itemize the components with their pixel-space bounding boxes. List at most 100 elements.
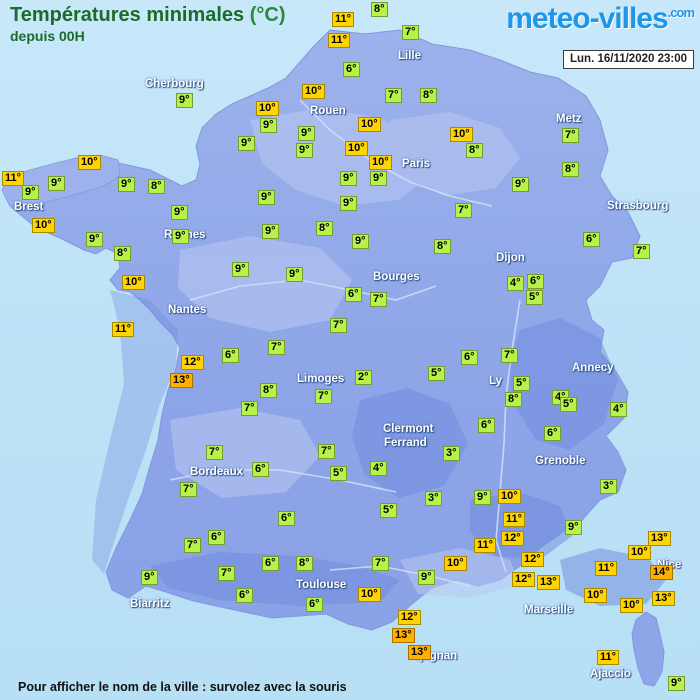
temperature-chip[interactable]: 9°: [340, 171, 357, 186]
temperature-chip[interactable]: 10°: [358, 587, 381, 602]
temperature-chip[interactable]: 8°: [371, 2, 388, 17]
temperature-chip[interactable]: 10°: [628, 545, 651, 560]
temperature-chip[interactable]: 11°: [112, 322, 135, 337]
temperature-chip[interactable]: 5°: [560, 397, 577, 412]
temperature-chip[interactable]: 3°: [443, 446, 460, 461]
temperature-chip[interactable]: 4°: [610, 402, 627, 417]
temperature-chip[interactable]: 6°: [527, 274, 544, 289]
temperature-chip[interactable]: 13°: [648, 531, 671, 546]
temperature-chip[interactable]: 10°: [584, 588, 607, 603]
temperature-chip[interactable]: 6°: [343, 62, 360, 77]
temperature-chip[interactable]: 11°: [328, 33, 351, 48]
site-logo[interactable]: meteo-villes.com: [506, 2, 695, 36]
temperature-chip[interactable]: 9°: [262, 224, 279, 239]
temperature-chip[interactable]: 5°: [428, 366, 445, 381]
temperature-chip[interactable]: 10°: [302, 84, 325, 99]
temperature-chip[interactable]: 12°: [512, 572, 535, 587]
temperature-chip[interactable]: 7°: [402, 25, 419, 40]
temperature-chip[interactable]: 7°: [633, 244, 650, 259]
temperature-chip[interactable]: 11°: [474, 538, 497, 553]
temperature-chip[interactable]: 7°: [184, 538, 201, 553]
temperature-chip[interactable]: 13°: [392, 628, 415, 643]
temperature-chip[interactable]: 10°: [369, 155, 392, 170]
temperature-chip[interactable]: 7°: [501, 348, 518, 363]
temperature-chip[interactable]: 6°: [262, 556, 279, 571]
temperature-chip[interactable]: 10°: [358, 117, 381, 132]
temperature-chip[interactable]: 13°: [170, 373, 193, 388]
temperature-chip[interactable]: 10°: [444, 556, 467, 571]
temperature-chip[interactable]: 8°: [434, 239, 451, 254]
temperature-chip[interactable]: 6°: [345, 287, 362, 302]
temperature-chip[interactable]: 6°: [583, 232, 600, 247]
temperature-chip[interactable]: 9°: [418, 570, 435, 585]
temperature-chip[interactable]: 6°: [461, 350, 478, 365]
temperature-chip[interactable]: 8°: [466, 143, 483, 158]
temperature-chip[interactable]: 14°: [650, 565, 673, 580]
temperature-chip[interactable]: 9°: [176, 93, 193, 108]
temperature-chip[interactable]: 6°: [252, 462, 269, 477]
temperature-chip[interactable]: 7°: [241, 401, 258, 416]
temperature-chip[interactable]: 8°: [148, 179, 165, 194]
temperature-chip[interactable]: 9°: [370, 171, 387, 186]
temperature-chip[interactable]: 2°: [355, 370, 372, 385]
temperature-chip[interactable]: 10°: [256, 101, 279, 116]
temperature-chip[interactable]: 5°: [513, 376, 530, 391]
temperature-chip[interactable]: 11°: [503, 512, 526, 527]
temperature-chip[interactable]: 7°: [562, 128, 579, 143]
temperature-chip[interactable]: 9°: [48, 176, 65, 191]
temperature-chip[interactable]: 11°: [597, 650, 620, 665]
temperature-chip[interactable]: 8°: [562, 162, 579, 177]
temperature-chip[interactable]: 9°: [258, 190, 275, 205]
temperature-chip[interactable]: 7°: [370, 292, 387, 307]
temperature-chip[interactable]: 12°: [521, 552, 544, 567]
temperature-chip[interactable]: 7°: [180, 482, 197, 497]
temperature-chip[interactable]: 11°: [2, 171, 25, 186]
temperature-chip[interactable]: 7°: [218, 566, 235, 581]
temperature-chip[interactable]: 7°: [385, 88, 402, 103]
temperature-chip[interactable]: 10°: [620, 598, 643, 613]
temperature-chip[interactable]: 7°: [206, 445, 223, 460]
temperature-chip[interactable]: 7°: [268, 340, 285, 355]
temperature-chip[interactable]: 7°: [372, 556, 389, 571]
temperature-chip[interactable]: 9°: [141, 570, 158, 585]
temperature-chip[interactable]: 12°: [398, 610, 421, 625]
temperature-chip[interactable]: 13°: [652, 591, 675, 606]
temperature-chip[interactable]: 6°: [306, 597, 323, 612]
temperature-chip[interactable]: 13°: [408, 645, 431, 660]
temperature-chip[interactable]: 6°: [208, 530, 225, 545]
temperature-chip[interactable]: 8°: [260, 383, 277, 398]
temperature-chip[interactable]: 9°: [286, 267, 303, 282]
temperature-chip[interactable]: 6°: [478, 418, 495, 433]
temperature-chip[interactable]: 6°: [544, 426, 561, 441]
temperature-chip[interactable]: 8°: [505, 392, 522, 407]
temperature-chip[interactable]: 9°: [232, 262, 249, 277]
temperature-chip[interactable]: 6°: [236, 588, 253, 603]
temperature-chip[interactable]: 5°: [526, 290, 543, 305]
temperature-chip[interactable]: 11°: [595, 561, 618, 576]
temperature-chip[interactable]: 3°: [425, 491, 442, 506]
temperature-chip[interactable]: 7°: [455, 203, 472, 218]
temperature-chip[interactable]: 9°: [512, 177, 529, 192]
temperature-chip[interactable]: 10°: [345, 141, 368, 156]
temperature-chip[interactable]: 10°: [450, 127, 473, 142]
temperature-chip[interactable]: 9°: [238, 136, 255, 151]
temperature-chip[interactable]: 9°: [118, 177, 135, 192]
temperature-chip[interactable]: 10°: [122, 275, 145, 290]
temperature-chip[interactable]: 7°: [318, 444, 335, 459]
temperature-chip[interactable]: 9°: [260, 118, 277, 133]
temperature-chip[interactable]: 9°: [474, 490, 491, 505]
temperature-chip[interactable]: 9°: [352, 234, 369, 249]
temperature-chip[interactable]: 12°: [501, 531, 524, 546]
temperature-chip[interactable]: 5°: [330, 466, 347, 481]
temperature-chip[interactable]: 9°: [565, 520, 582, 535]
temperature-chip[interactable]: 8°: [420, 88, 437, 103]
temperature-chip[interactable]: 10°: [78, 155, 101, 170]
temperature-chip[interactable]: 11°: [332, 12, 355, 27]
temperature-chip[interactable]: 7°: [315, 389, 332, 404]
temperature-chip[interactable]: 9°: [298, 126, 315, 141]
temperature-chip[interactable]: 9°: [171, 205, 188, 220]
temperature-chip[interactable]: 8°: [114, 246, 131, 261]
temperature-chip[interactable]: 8°: [316, 221, 333, 236]
temperature-chip[interactable]: 9°: [668, 676, 685, 691]
temperature-chip[interactable]: 6°: [278, 511, 295, 526]
